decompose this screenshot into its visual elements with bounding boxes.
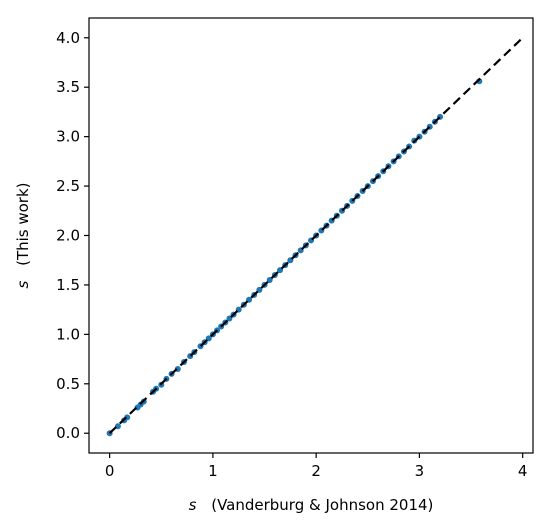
y-tick-label: 0.0 [56,424,80,442]
y-tick-label: 0.5 [56,375,80,393]
y-tick-label: 4.0 [56,29,80,47]
y-axis-label-text: (This work) [14,182,32,265]
y-tick-label: 2.0 [56,227,80,245]
y-axis-label-symbol: s [14,281,32,289]
y-tick-label: 1.5 [56,276,80,294]
x-tick-label: 2 [311,462,321,480]
x-tick-label: 3 [415,462,425,480]
y-tick-label: 1.0 [56,325,80,343]
x-tick-label: 1 [208,462,218,480]
y-tick-label: 3.0 [56,128,80,146]
x-tick-label: 4 [518,462,528,480]
x-axis-label: s (Vanderburg & Johnson 2014) [189,496,434,514]
y-tick-label: 3.5 [56,78,80,96]
x-axis-label-symbol: s [189,496,197,514]
y-tick-label: 2.5 [56,177,80,195]
x-tick-label: 0 [105,462,115,480]
x-axis-label-text: (Vanderburg & Johnson 2014) [211,496,433,514]
